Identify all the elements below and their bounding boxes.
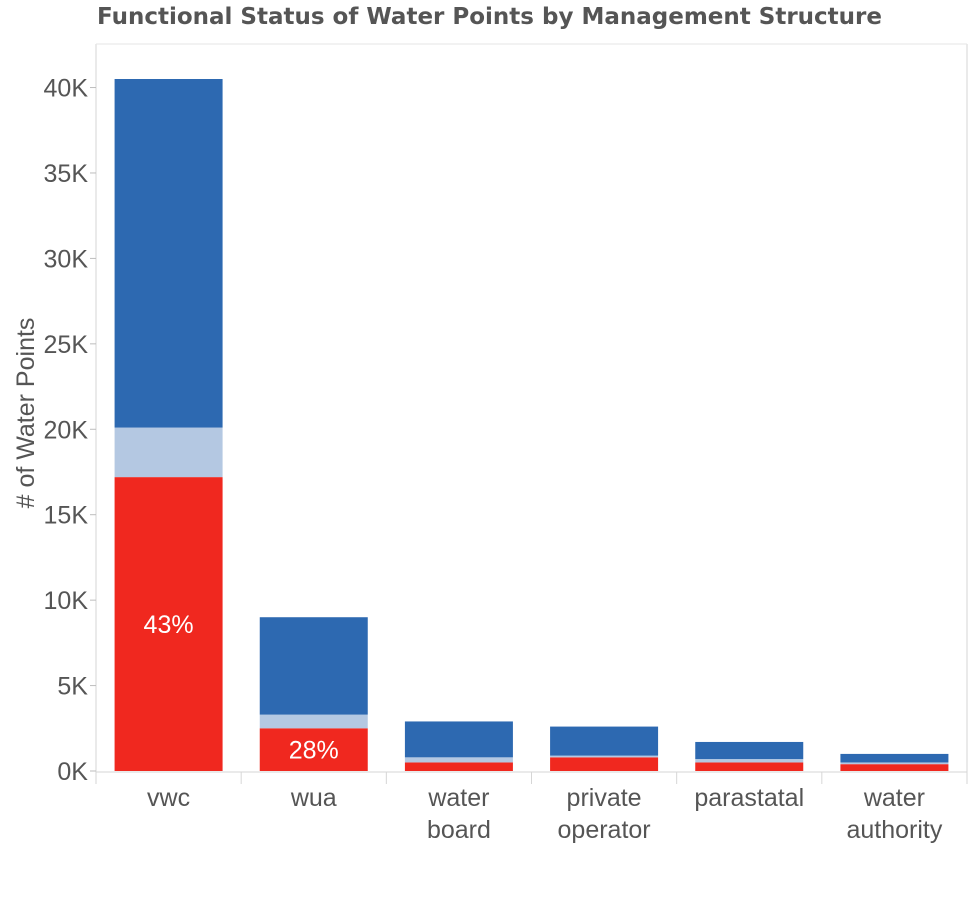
y-tick-label: 0K — [57, 758, 88, 786]
y-tick-label: 35K — [44, 160, 89, 188]
x-category-label: water — [863, 784, 925, 812]
bar-segment — [404, 757, 513, 763]
x-category-label: private — [567, 784, 642, 812]
x-category-label: operator — [558, 816, 651, 844]
y-tick-label: 5K — [57, 673, 88, 701]
y-tick-label: 30K — [44, 245, 89, 273]
bar-segment — [550, 726, 659, 756]
y-tick-label: 10K — [44, 587, 89, 615]
bar-percent-label: 28% — [289, 737, 339, 765]
x-category-label: wua — [290, 784, 337, 812]
bar-segment — [550, 757, 659, 771]
bar-segment — [114, 427, 223, 478]
bar-segment — [114, 79, 223, 428]
bar-segment — [404, 721, 513, 758]
x-category-label: board — [427, 816, 491, 844]
chart-title: Functional Status of Water Points by Man… — [97, 4, 882, 30]
bar-segment — [259, 728, 368, 771]
y-tick-label: 20K — [44, 416, 89, 444]
x-category-label: parastatal — [694, 784, 804, 812]
y-tick-label: 25K — [44, 331, 89, 359]
bar-segment — [114, 477, 223, 771]
x-category-label: water — [427, 784, 489, 812]
bar-segment — [840, 764, 949, 771]
bar-segment — [259, 617, 368, 715]
bar-segment — [695, 759, 804, 763]
bar-percent-label: 43% — [144, 611, 194, 639]
bar-segment — [695, 762, 804, 771]
bar-segment — [259, 714, 368, 729]
bar-segment — [840, 762, 949, 765]
y-tick-label: 40K — [44, 75, 89, 103]
x-category-label: vwc — [147, 784, 190, 812]
bar-segment — [695, 741, 804, 760]
y-tick-label: 15K — [44, 502, 89, 530]
bar-segment — [550, 755, 659, 758]
bar-segment — [404, 762, 513, 771]
y-axis-title: # of Water Points — [12, 318, 40, 509]
x-category-label: authority — [846, 816, 942, 844]
bar-segment — [840, 753, 949, 763]
